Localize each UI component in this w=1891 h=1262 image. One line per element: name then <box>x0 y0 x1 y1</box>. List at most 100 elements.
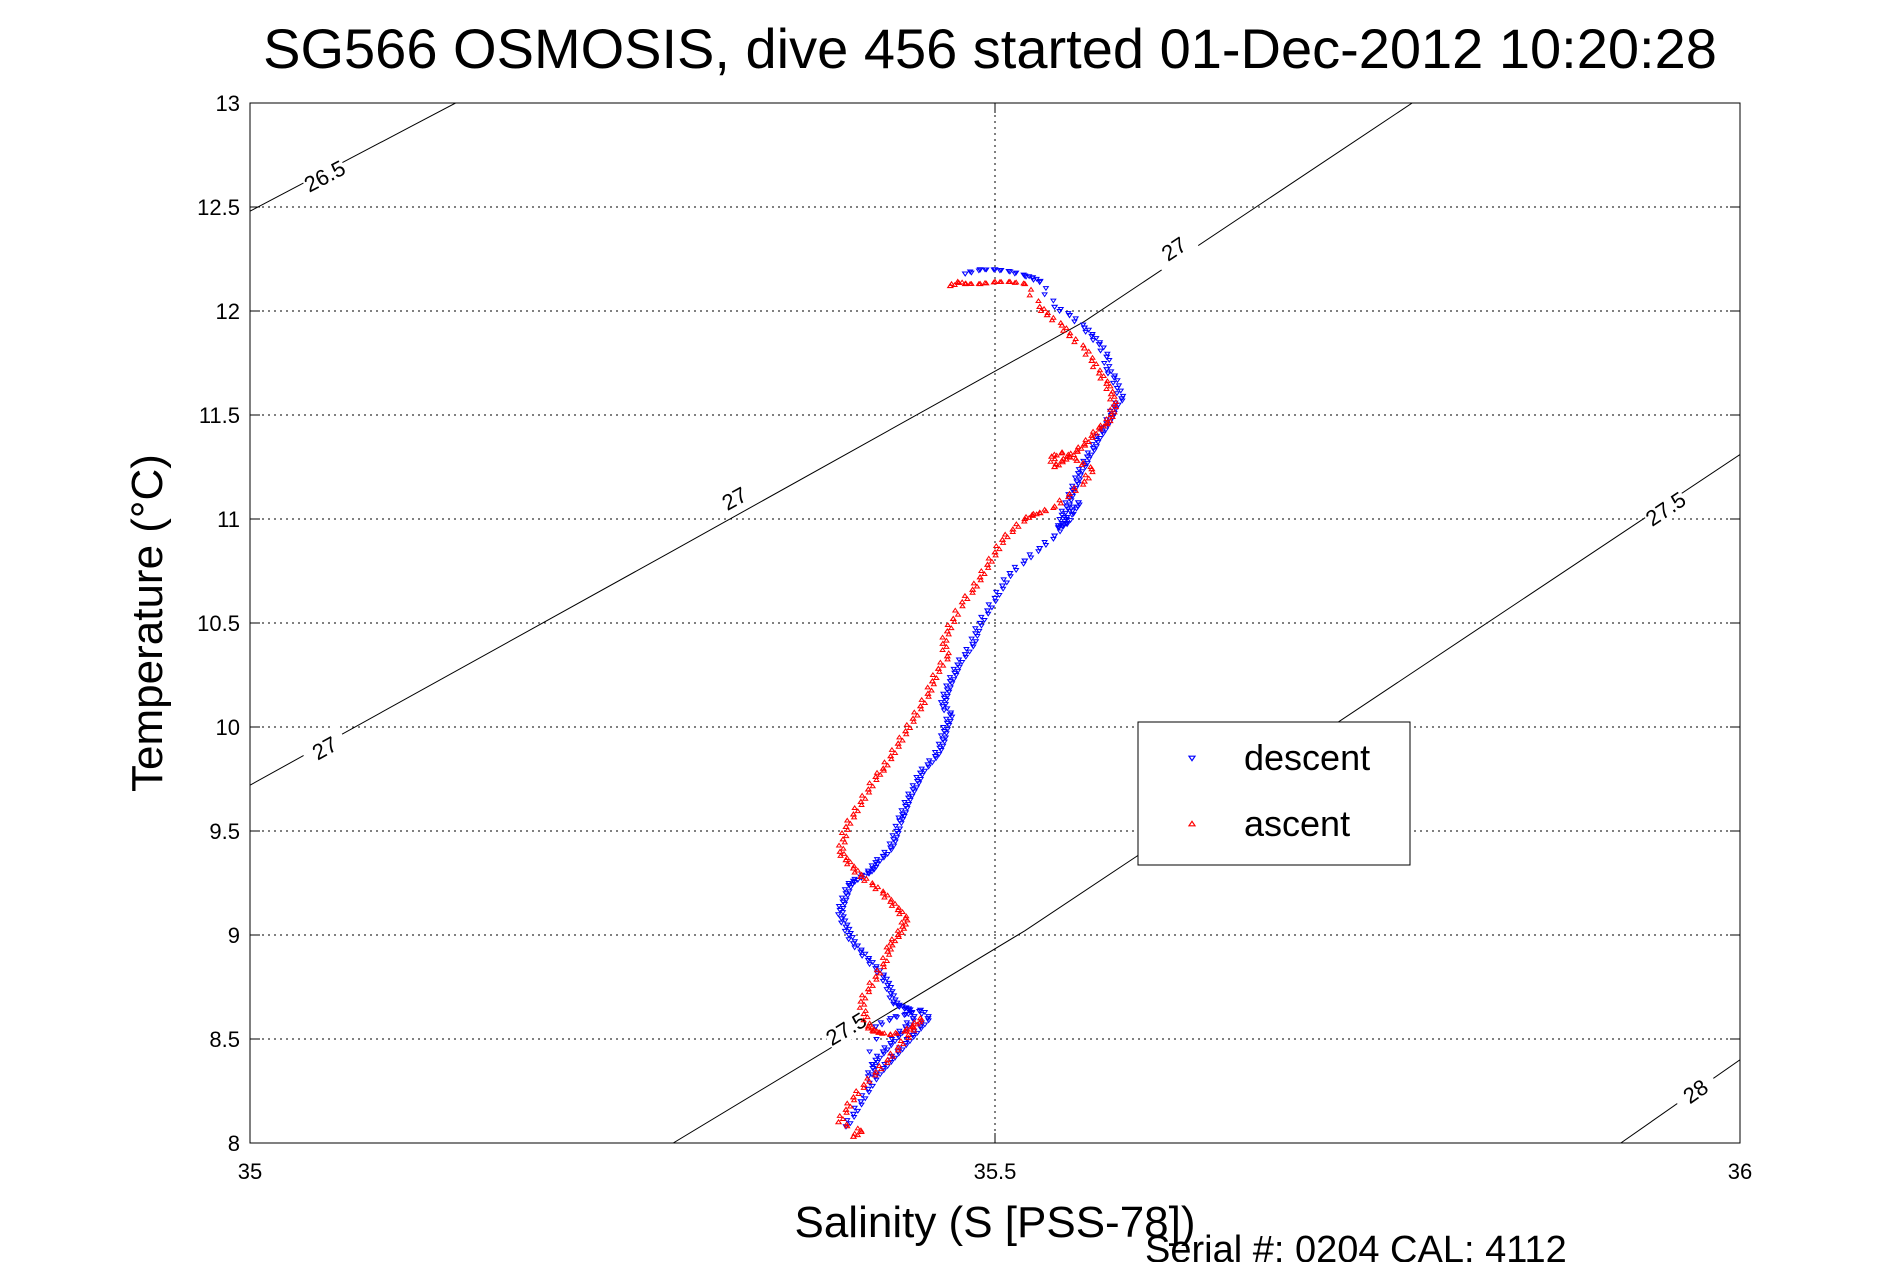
y-tick-label: 9.5 <box>209 819 240 844</box>
ascent-point <box>951 607 959 613</box>
y-tick-label: 11.5 <box>199 403 240 428</box>
ascent-point <box>1074 444 1082 450</box>
ascent-point <box>889 942 896 948</box>
ascent-point <box>887 1050 894 1056</box>
contour-label-bg <box>1639 484 1691 531</box>
ascent-point <box>918 696 926 702</box>
ascent-point <box>881 894 888 900</box>
ascent-point <box>939 634 946 640</box>
ascent-point <box>943 643 950 649</box>
descent-point <box>961 652 969 658</box>
descent-point <box>955 657 963 663</box>
descent-point <box>985 602 993 608</box>
y-tick-label: 8.5 <box>209 1027 240 1052</box>
descent-point <box>966 649 973 655</box>
contour-label-bg <box>1669 1066 1721 1114</box>
ascent-point <box>887 939 895 946</box>
descent-point <box>1000 577 1008 583</box>
descent-point <box>1042 543 1050 549</box>
ascent-point <box>1092 360 1100 366</box>
ascent-point <box>860 1084 868 1090</box>
ascent-point <box>1037 510 1044 516</box>
descent-point <box>1109 380 1117 386</box>
ascent-point <box>1100 372 1107 378</box>
descent-point <box>991 595 999 602</box>
ascent-point <box>928 687 935 693</box>
ascent-point <box>939 662 947 668</box>
ascent-point <box>876 1029 884 1035</box>
y-tick-label: 10 <box>216 715 240 740</box>
descent-point <box>879 978 887 984</box>
ascent-point <box>860 1010 868 1017</box>
descent-point <box>1097 348 1104 354</box>
descent-point <box>1077 473 1084 479</box>
descent-point <box>857 1099 865 1105</box>
ascent-point <box>1021 280 1029 287</box>
descent-point <box>1056 309 1063 315</box>
ascent-point <box>851 1130 859 1136</box>
descent-point <box>858 1102 865 1108</box>
ascent-point <box>910 718 918 724</box>
descent-point <box>1089 338 1097 344</box>
ascent-point <box>860 1001 868 1007</box>
ascent-point <box>864 1023 872 1029</box>
descent-point <box>894 1003 902 1010</box>
ascent-point <box>1050 314 1057 320</box>
ascent-point <box>1048 317 1056 323</box>
ascent-point <box>898 929 906 935</box>
ascent-point <box>916 1019 924 1025</box>
ascent-point <box>888 746 896 752</box>
ascent-point <box>875 1062 883 1068</box>
ascent-point <box>847 859 854 865</box>
ascent-point <box>892 1029 899 1035</box>
y-tick-label: 12.5 <box>197 195 240 220</box>
ascent-point <box>900 925 908 931</box>
descent-point <box>1011 564 1019 570</box>
ascent-point <box>1064 494 1072 500</box>
ascent-point <box>835 842 843 848</box>
descent-point <box>1035 549 1042 555</box>
ascent-point <box>879 888 887 894</box>
descent-point <box>872 1024 880 1030</box>
descent-point <box>861 1096 869 1102</box>
ascent-point <box>999 539 1007 545</box>
descent-point <box>1119 393 1127 399</box>
ascent-point <box>872 886 879 892</box>
descent-point <box>895 815 902 821</box>
descent-point <box>1113 385 1121 392</box>
descent-point <box>996 268 1004 274</box>
descent-legend-marker <box>1187 755 1197 762</box>
ascent-point <box>982 280 990 286</box>
descent-point <box>901 813 908 819</box>
descent-point <box>940 708 948 714</box>
ascent-point <box>916 1014 925 1021</box>
descent-point <box>1060 524 1067 530</box>
ascent-point <box>996 546 1003 552</box>
ascent-point <box>1047 458 1054 464</box>
descent-point <box>869 1062 877 1068</box>
descent-point <box>963 647 970 653</box>
ascent-point <box>937 659 944 665</box>
ascent-point <box>884 948 892 954</box>
descent-point <box>874 1059 881 1065</box>
descent-point <box>877 1020 885 1026</box>
ascent-point <box>1077 445 1085 451</box>
descent-point <box>1099 431 1107 437</box>
ascent-point <box>1067 450 1075 456</box>
descent-point <box>843 1118 851 1124</box>
ascent-point <box>977 577 985 583</box>
ascent-point <box>839 835 847 842</box>
ascent-point <box>858 1129 865 1135</box>
ascent-point <box>899 909 906 915</box>
ascent-point <box>891 900 899 906</box>
x-tick-label: 36 <box>1728 1159 1752 1184</box>
ascent-point <box>991 278 999 284</box>
ascent-point <box>842 833 850 839</box>
ascent-point <box>1015 523 1022 529</box>
descent-point <box>892 839 899 845</box>
ascent-point <box>1082 351 1089 357</box>
descent-point <box>1042 286 1050 292</box>
ascent-point <box>1106 396 1114 402</box>
ascent-point <box>851 805 859 811</box>
ascent-point <box>1074 448 1081 454</box>
